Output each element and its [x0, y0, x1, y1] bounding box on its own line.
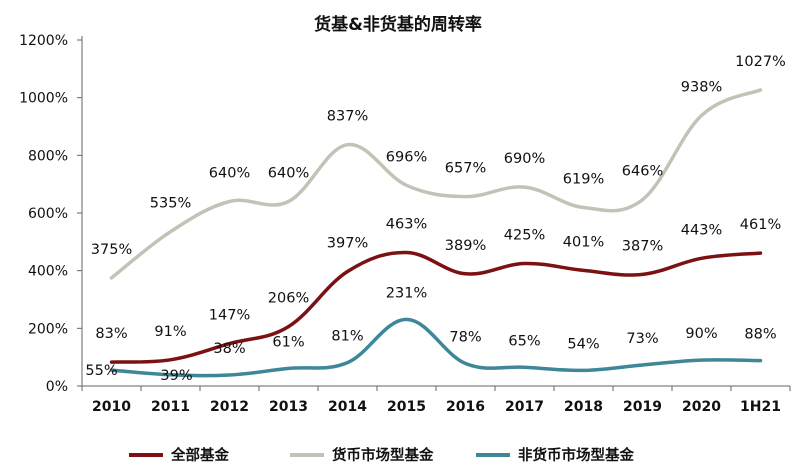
data-label: 387%: [622, 238, 663, 254]
x-tick-label: 2010: [92, 399, 131, 415]
data-label: 81%: [331, 329, 363, 345]
x-tick-label: 2015: [387, 399, 426, 415]
data-label: 619%: [563, 172, 604, 188]
y-tick-label: 200%: [28, 321, 68, 337]
series-lines: [109, 88, 763, 378]
data-label: 88%: [744, 327, 776, 343]
data-label: 640%: [268, 165, 309, 181]
x-tick-label: 2011: [151, 399, 190, 415]
data-label: 78%: [449, 330, 481, 346]
data-label: 535%: [150, 196, 191, 212]
series-line-all-funds: [109, 250, 763, 364]
data-label: 640%: [209, 165, 250, 181]
x-tick-label: 2014: [328, 399, 367, 415]
legend-all-funds-label: 全部基金: [170, 446, 229, 464]
y-tick-label: 0%: [46, 379, 68, 395]
y-tick-label: 600%: [28, 206, 68, 222]
data-label: 375%: [91, 242, 132, 258]
y-tick-label: 1200%: [19, 33, 68, 49]
x-tick-label: 2018: [564, 399, 603, 415]
data-label: 425%: [504, 227, 545, 243]
x-tick-label: 2020: [682, 399, 721, 415]
data-label: 38%: [213, 341, 245, 357]
legend-non-money-market-label: 非货币市场型基金: [518, 446, 634, 464]
data-label: 65%: [508, 333, 540, 349]
x-tick-label: 2016: [446, 399, 485, 415]
data-label: 147%: [209, 308, 250, 324]
data-label: 463%: [386, 217, 427, 233]
legend: 全部基金 货币市场型基金 非货币市场型基金: [129, 446, 634, 464]
series-line-non-money-market: [109, 317, 763, 378]
data-label: 231%: [386, 285, 427, 301]
data-label: 696%: [386, 149, 427, 165]
data-label: 657%: [445, 161, 486, 177]
chart-title: 货基&非货基的周转率: [314, 14, 482, 35]
data-label: 61%: [272, 334, 304, 350]
y-tick-label: 1000%: [19, 91, 68, 107]
data-label: 206%: [268, 291, 309, 307]
x-tick-label: 2019: [623, 399, 662, 415]
x-tick-label: 1H21: [740, 399, 781, 415]
data-label: 39%: [160, 368, 192, 384]
data-label: 397%: [327, 236, 368, 252]
data-label: 389%: [445, 238, 486, 254]
x-tick-label: 2013: [269, 399, 308, 415]
x-tick-label: 2012: [210, 399, 249, 415]
y-tick-label: 800%: [28, 148, 68, 164]
y-axis-ticks: 0% 200% 400% 600% 800% 1000% 1200%: [19, 33, 82, 395]
data-label: 90%: [685, 326, 717, 342]
data-label: 91%: [154, 324, 186, 340]
data-label: 938%: [681, 80, 722, 96]
data-label: 690%: [504, 151, 545, 167]
y-tick-label: 400%: [28, 264, 68, 280]
data-label: 73%: [626, 331, 658, 347]
data-label: 837%: [327, 109, 368, 125]
data-labels: 83% 91% 147% 206% 397% 463% 389% 425% 401% 387% 44…: [85, 54, 785, 384]
x-axis-ticks: 2010 2011 2012 2013 2014 2015 2016 2017 2018 2019…: [81, 386, 791, 415]
data-label: 443%: [681, 222, 722, 238]
data-label: 401%: [563, 234, 604, 250]
data-label: 1027%: [735, 54, 786, 70]
data-label: 461%: [740, 217, 781, 233]
data-label: 646%: [622, 164, 663, 180]
legend-money-market-label: 货币市场型基金: [332, 446, 434, 464]
series-line-money-market: [109, 88, 763, 280]
data-label: 55%: [85, 363, 117, 379]
data-label: 83%: [95, 326, 127, 342]
data-label: 54%: [567, 336, 599, 352]
x-tick-label: 2017: [505, 399, 544, 415]
